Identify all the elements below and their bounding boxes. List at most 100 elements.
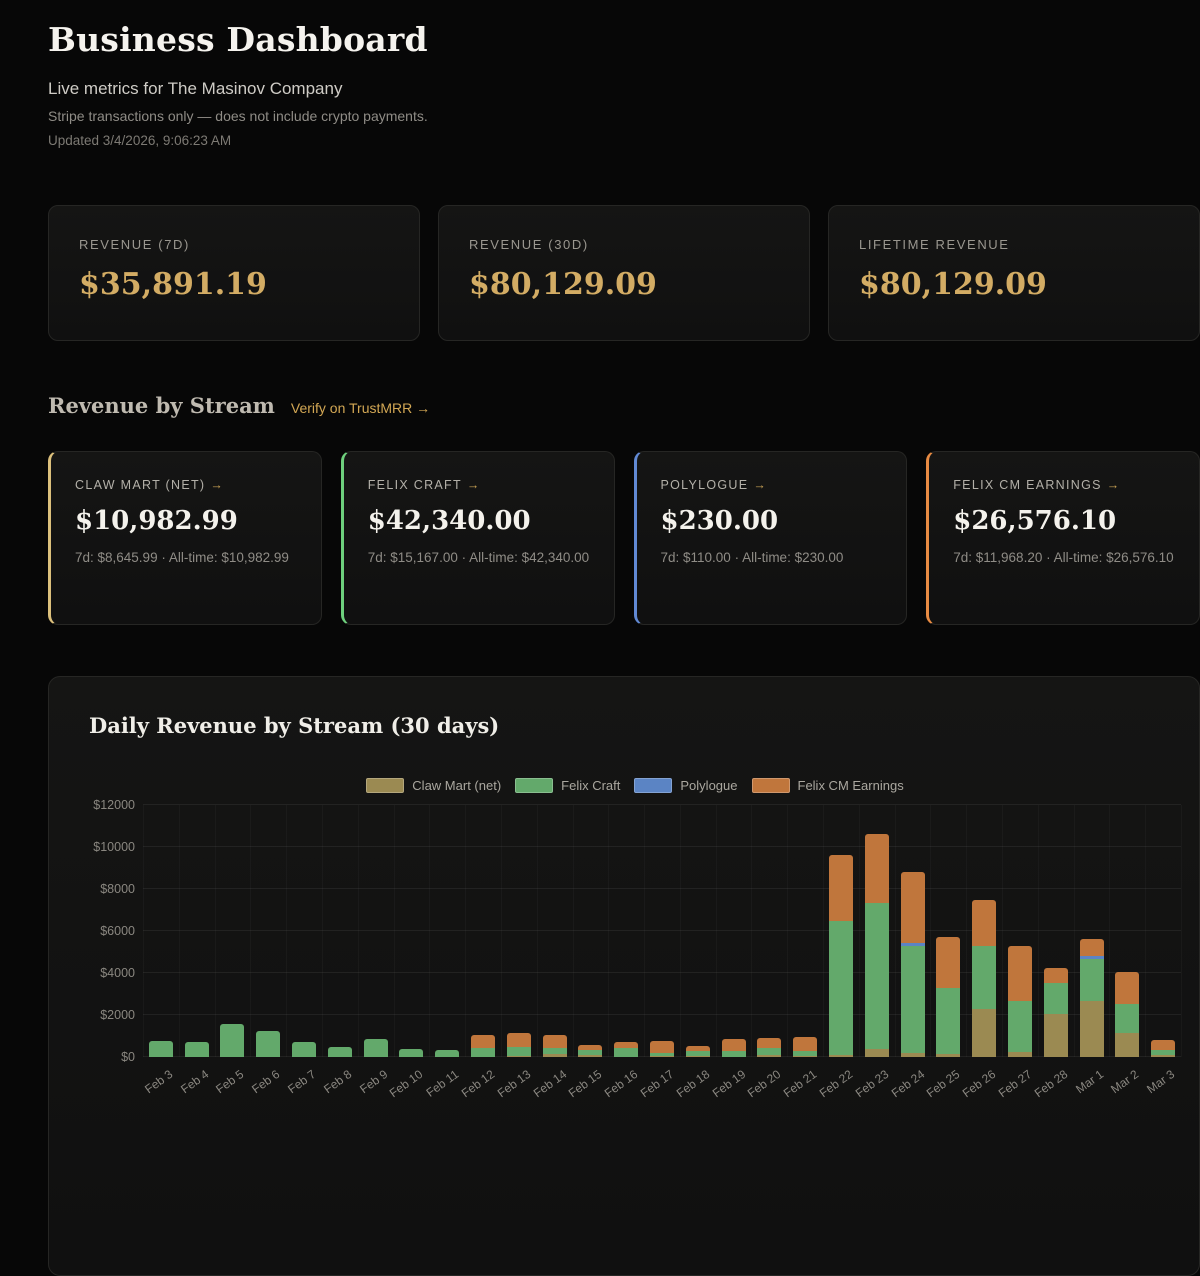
bar-segment[interactable] xyxy=(972,1009,997,1057)
bar-segment[interactable] xyxy=(542,1053,567,1057)
bar-segment[interactable] xyxy=(148,1041,173,1057)
bar-segment[interactable] xyxy=(936,1054,961,1057)
legend-swatch-icon xyxy=(751,778,790,793)
stream-card-link[interactable]: CLAW MART (NET) → xyxy=(75,478,297,492)
bar-segment[interactable] xyxy=(506,1046,531,1056)
bar-segment[interactable] xyxy=(900,943,925,946)
bar-segment[interactable] xyxy=(936,988,961,1055)
legend-label: Felix Craft xyxy=(561,778,621,793)
bar-segment[interactable] xyxy=(864,1049,889,1057)
bar-segment[interactable] xyxy=(1079,1000,1104,1057)
bar-segment[interactable] xyxy=(435,1050,460,1057)
gridline xyxy=(573,805,574,1057)
bar-segment[interactable] xyxy=(1007,946,1032,1001)
x-tick-label: Feb 9 xyxy=(356,1067,390,1097)
bar-segment[interactable] xyxy=(1079,956,1104,959)
bar-segment[interactable] xyxy=(363,1038,388,1057)
bar-segment[interactable] xyxy=(399,1048,424,1057)
bar-segment[interactable] xyxy=(506,1033,531,1047)
arrow-right-icon: → xyxy=(210,478,223,492)
bar-segment[interactable] xyxy=(292,1041,317,1057)
bar-segment[interactable] xyxy=(828,1054,853,1057)
stream-card-link[interactable]: POLYLOGUE → xyxy=(661,478,883,492)
bar-segment[interactable] xyxy=(721,1050,746,1057)
stream-card-polylogue[interactable]: POLYLOGUE → $230.00 7d: $110.00 · All-tim… xyxy=(633,451,908,625)
bar-segment[interactable] xyxy=(1151,1054,1176,1057)
stream-card-felix-craft[interactable]: FELIX CRAFT → $42,340.00 7d: $15,167.00 ·… xyxy=(340,451,615,625)
gridline xyxy=(1181,805,1182,1057)
stream-card-link[interactable]: FELIX CM EARNINGS → xyxy=(953,478,1175,492)
bar-segment[interactable] xyxy=(793,1056,818,1057)
bar-segment[interactable] xyxy=(650,1053,674,1056)
bar-segment[interactable] xyxy=(471,1034,496,1048)
bar-segment[interactable] xyxy=(757,1047,782,1055)
kpi-card-lifetime-revenue: LIFETIME REVENUE $80,129.09 xyxy=(828,205,1200,341)
stream-card-claw-mart[interactable]: CLAW MART (NET) → $10,982.99 7d: $8,645.9… xyxy=(48,451,322,625)
verify-trustmrr-link[interactable]: Verify on TrustMRR → xyxy=(290,400,431,416)
bar-segment[interactable] xyxy=(1151,1049,1176,1055)
bar-segment[interactable] xyxy=(685,1051,710,1057)
bar-segment[interactable] xyxy=(578,1055,603,1057)
bar-segment[interactable] xyxy=(972,946,997,1010)
bar-segment[interactable] xyxy=(793,1037,818,1052)
gridline xyxy=(215,805,216,1057)
arrow-right-icon: → xyxy=(753,478,766,492)
legend-label: Polylogue xyxy=(680,778,738,793)
bar-segment[interactable] xyxy=(1043,967,1068,984)
bar-segment[interactable] xyxy=(900,945,925,1053)
bar-segment[interactable] xyxy=(757,1038,782,1048)
bar-segment[interactable] xyxy=(506,1055,531,1057)
bar-segment[interactable] xyxy=(614,1047,639,1057)
bar-segment[interactable] xyxy=(1007,1051,1032,1057)
stream-subtext: 7d: $8,645.99 · All-time: $10,982.99 xyxy=(75,550,289,565)
bar-segment[interactable] xyxy=(721,1039,746,1051)
bar-segment[interactable] xyxy=(542,1035,567,1048)
bar-segment[interactable] xyxy=(936,936,961,989)
kpi-card-revenue-7d: REVENUE (7D) $35,891.19 xyxy=(48,205,420,341)
bar-segment[interactable] xyxy=(972,899,997,947)
gridline xyxy=(501,805,502,1057)
legend-swatch-icon xyxy=(515,778,554,793)
arrow-right-icon: → xyxy=(1106,478,1120,492)
bar-segment[interactable] xyxy=(650,1040,674,1054)
bar-segment[interactable] xyxy=(1079,939,1104,957)
bar-segment[interactable] xyxy=(864,903,889,1050)
bar-segment[interactable] xyxy=(1151,1040,1176,1050)
bar-segment[interactable] xyxy=(1115,1003,1140,1033)
bar-segment[interactable] xyxy=(578,1044,603,1050)
kpi-value: $35,891.19 xyxy=(79,267,267,302)
section-title: Revenue by Stream xyxy=(48,393,275,418)
bar-segment[interactable] xyxy=(828,855,853,921)
bar-segment[interactable] xyxy=(1043,1014,1068,1057)
y-tick-label: $2000 xyxy=(100,1008,135,1022)
y-tick-label: $8000 xyxy=(100,882,135,896)
bar-segment[interactable] xyxy=(542,1047,567,1054)
bar-segment[interactable] xyxy=(900,871,925,944)
bar-segment[interactable] xyxy=(757,1054,782,1057)
stream-card-felix-cm-earnings[interactable]: FELIX CM EARNINGS → $26,576.10 7d: $11,96… xyxy=(926,451,1200,625)
bar-segment[interactable] xyxy=(1043,983,1068,1015)
bar-segment[interactable] xyxy=(1115,972,1140,1004)
stream-value: $42,340.00 xyxy=(367,506,531,536)
stream-card-link[interactable]: FELIX CRAFT → xyxy=(368,478,590,492)
gridline xyxy=(143,805,144,1057)
bar-segment[interactable] xyxy=(793,1051,818,1057)
bar-segment[interactable] xyxy=(1007,1000,1032,1052)
bar-segment[interactable] xyxy=(327,1047,352,1057)
x-tick-label: Feb 12 xyxy=(458,1067,498,1101)
bar-segment[interactable] xyxy=(1079,958,1104,1001)
bar-segment[interactable] xyxy=(614,1042,639,1048)
bar-segment[interactable] xyxy=(256,1030,281,1057)
bar-segment[interactable] xyxy=(184,1042,209,1057)
bar-segment[interactable] xyxy=(828,920,853,1055)
bar-segment[interactable] xyxy=(864,834,889,904)
bar-segment[interactable] xyxy=(900,1052,925,1057)
bar-segment[interactable] xyxy=(220,1024,245,1057)
bar-segment[interactable] xyxy=(1115,1032,1140,1057)
bar-segment[interactable] xyxy=(471,1047,496,1057)
bar-segment[interactable] xyxy=(578,1049,603,1056)
bar-segment[interactable] xyxy=(685,1056,710,1057)
bar-segment[interactable] xyxy=(685,1046,710,1052)
bar-segment[interactable] xyxy=(650,1055,674,1057)
x-tick-label: Mar 2 xyxy=(1108,1067,1142,1097)
